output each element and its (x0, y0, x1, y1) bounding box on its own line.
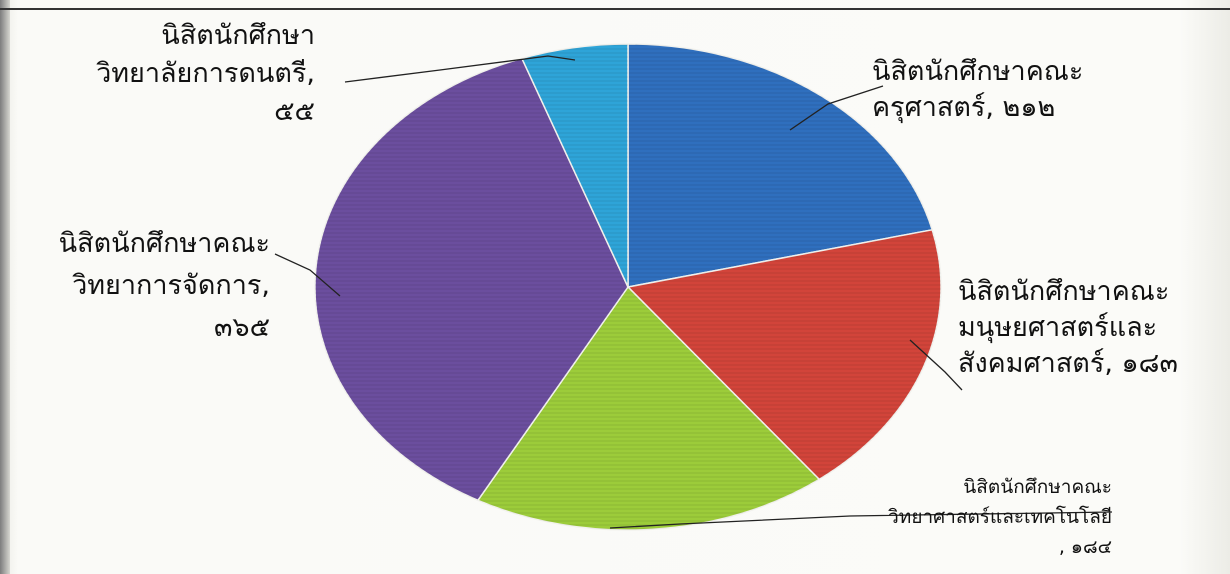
data-label-line: นิสิตนักศึกษาคณะ (59, 228, 270, 259)
data-label-line: นิสิตนักศึกษาคณะ (963, 476, 1112, 498)
data-label-line: วิทยาศาสตร์และเทคโนโลยี (888, 505, 1112, 528)
leader-line-management (274, 253, 341, 297)
top-border-line (0, 8, 1230, 10)
page-edge (0, 0, 10, 574)
data-label-line: , ๑๘๔ (1059, 536, 1112, 558)
pie-slice-texture-education (628, 44, 933, 287)
leader-line-music (344, 55, 576, 83)
pie-slice-texture-science (477, 287, 820, 531)
data-label-line: วิทยาลัยการดนตรี, (96, 58, 315, 89)
leader-line-education (789, 85, 884, 131)
leader-line-science (609, 511, 1113, 529)
data-label-management: นิสิตนักศึกษาคณะวิทยาการจัดการ, ๓๖๕ (59, 228, 270, 343)
data-label-line: ครุศาสตร์, ๒๑๒ (872, 91, 1055, 124)
data-label-line: นิสิตนักศึกษาคณะ (872, 56, 1083, 87)
pie-slice-texture-music (521, 44, 628, 287)
leader-line-humanities (909, 339, 963, 391)
data-label-science: นิสิตนักศึกษาคณะวิทยาศาสตร์และเทคโนโลยี,… (888, 476, 1112, 558)
pie-slice-texture-management (314, 58, 628, 501)
pie-slice-texture-humanities (628, 229, 941, 480)
data-label-education: นิสิตนักศึกษาคณะครุศาสตร์, ๒๑๒ (872, 56, 1083, 124)
data-label-line: วิทยาการจัดการ, (72, 270, 270, 301)
data-label-line: ๓๖๕ (214, 312, 270, 343)
data-label-humanities: นิสิตนักศึกษาคณะมนุษยศาสตร์และสังคมศาสตร… (958, 276, 1178, 379)
data-label-line: ๕๕ (274, 96, 315, 127)
data-label-line: สังคมศาสตร์, ๑๘๓ (958, 347, 1178, 379)
data-label-music: นิสิตนักศึกษาวิทยาลัยการดนตรี, ๕๕ (96, 20, 315, 127)
data-label-line: นิสิตนักศึกษา (161, 20, 315, 51)
data-label-line: มนุษยศาสตร์และ (958, 311, 1157, 344)
data-label-line: นิสิตนักศึกษาคณะ (958, 276, 1169, 307)
